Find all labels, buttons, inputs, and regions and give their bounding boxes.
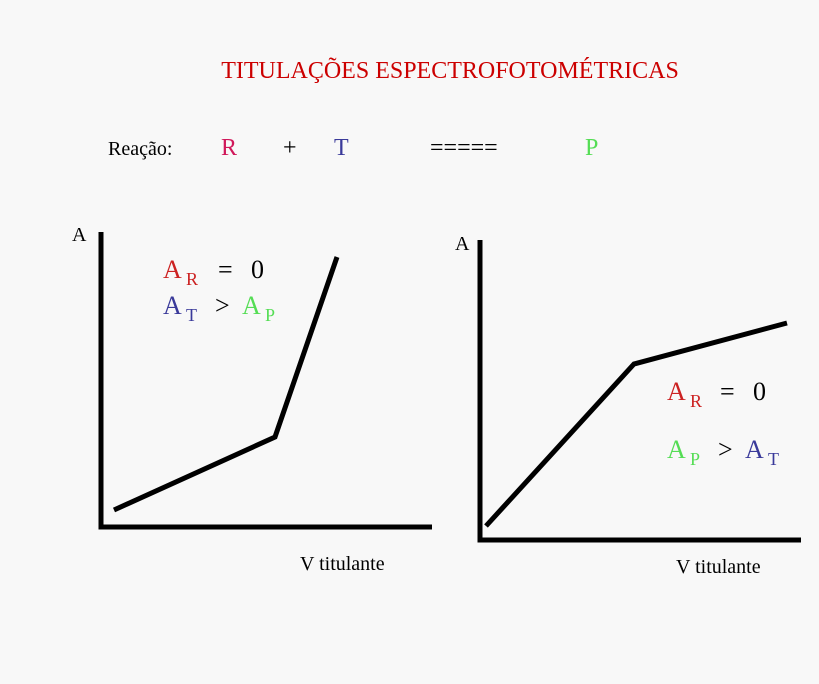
annotation: >: [215, 291, 230, 320]
annotation-sub: R: [186, 269, 198, 289]
axes: [477, 240, 801, 543]
annotation: A: [163, 291, 182, 320]
product: P: [585, 135, 598, 161]
annotation: A: [667, 377, 686, 406]
graph: A V titulante A R = 0 A P > A T: [455, 233, 801, 578]
reactant: T: [334, 135, 349, 161]
x-axis-label: V titulante: [300, 553, 385, 575]
annotation: A: [163, 255, 182, 284]
annotation-sub: P: [265, 305, 275, 325]
x-axis-label: V titulante: [676, 556, 761, 578]
title: TITULAÇÕES ESPECTROFOTOMÉTRICAS: [221, 57, 679, 84]
curve: [112, 256, 340, 513]
reactant: R: [221, 135, 237, 161]
y-axis-label: A: [455, 233, 470, 255]
graph: A V titulante A R = 0 A T > A P: [72, 224, 432, 575]
annotation: A: [667, 435, 686, 464]
annotation: =: [218, 255, 233, 284]
annotation: >: [718, 435, 733, 464]
equals: =====: [430, 135, 498, 161]
axes: [98, 232, 432, 530]
annotation: A: [745, 435, 764, 464]
annotation-sub: T: [186, 305, 197, 325]
reaction-label: Reação:: [108, 138, 172, 160]
annotation: =: [720, 377, 735, 406]
annotation: 0: [753, 377, 766, 406]
annotation: 0: [251, 255, 264, 284]
annotation-sub: P: [690, 449, 700, 469]
plus: +: [283, 135, 297, 161]
annotation-sub: T: [768, 449, 779, 469]
curve: [484, 320, 788, 528]
y-axis-label: A: [72, 224, 87, 246]
annotation-sub: R: [690, 391, 702, 411]
annotation: A: [242, 291, 261, 320]
